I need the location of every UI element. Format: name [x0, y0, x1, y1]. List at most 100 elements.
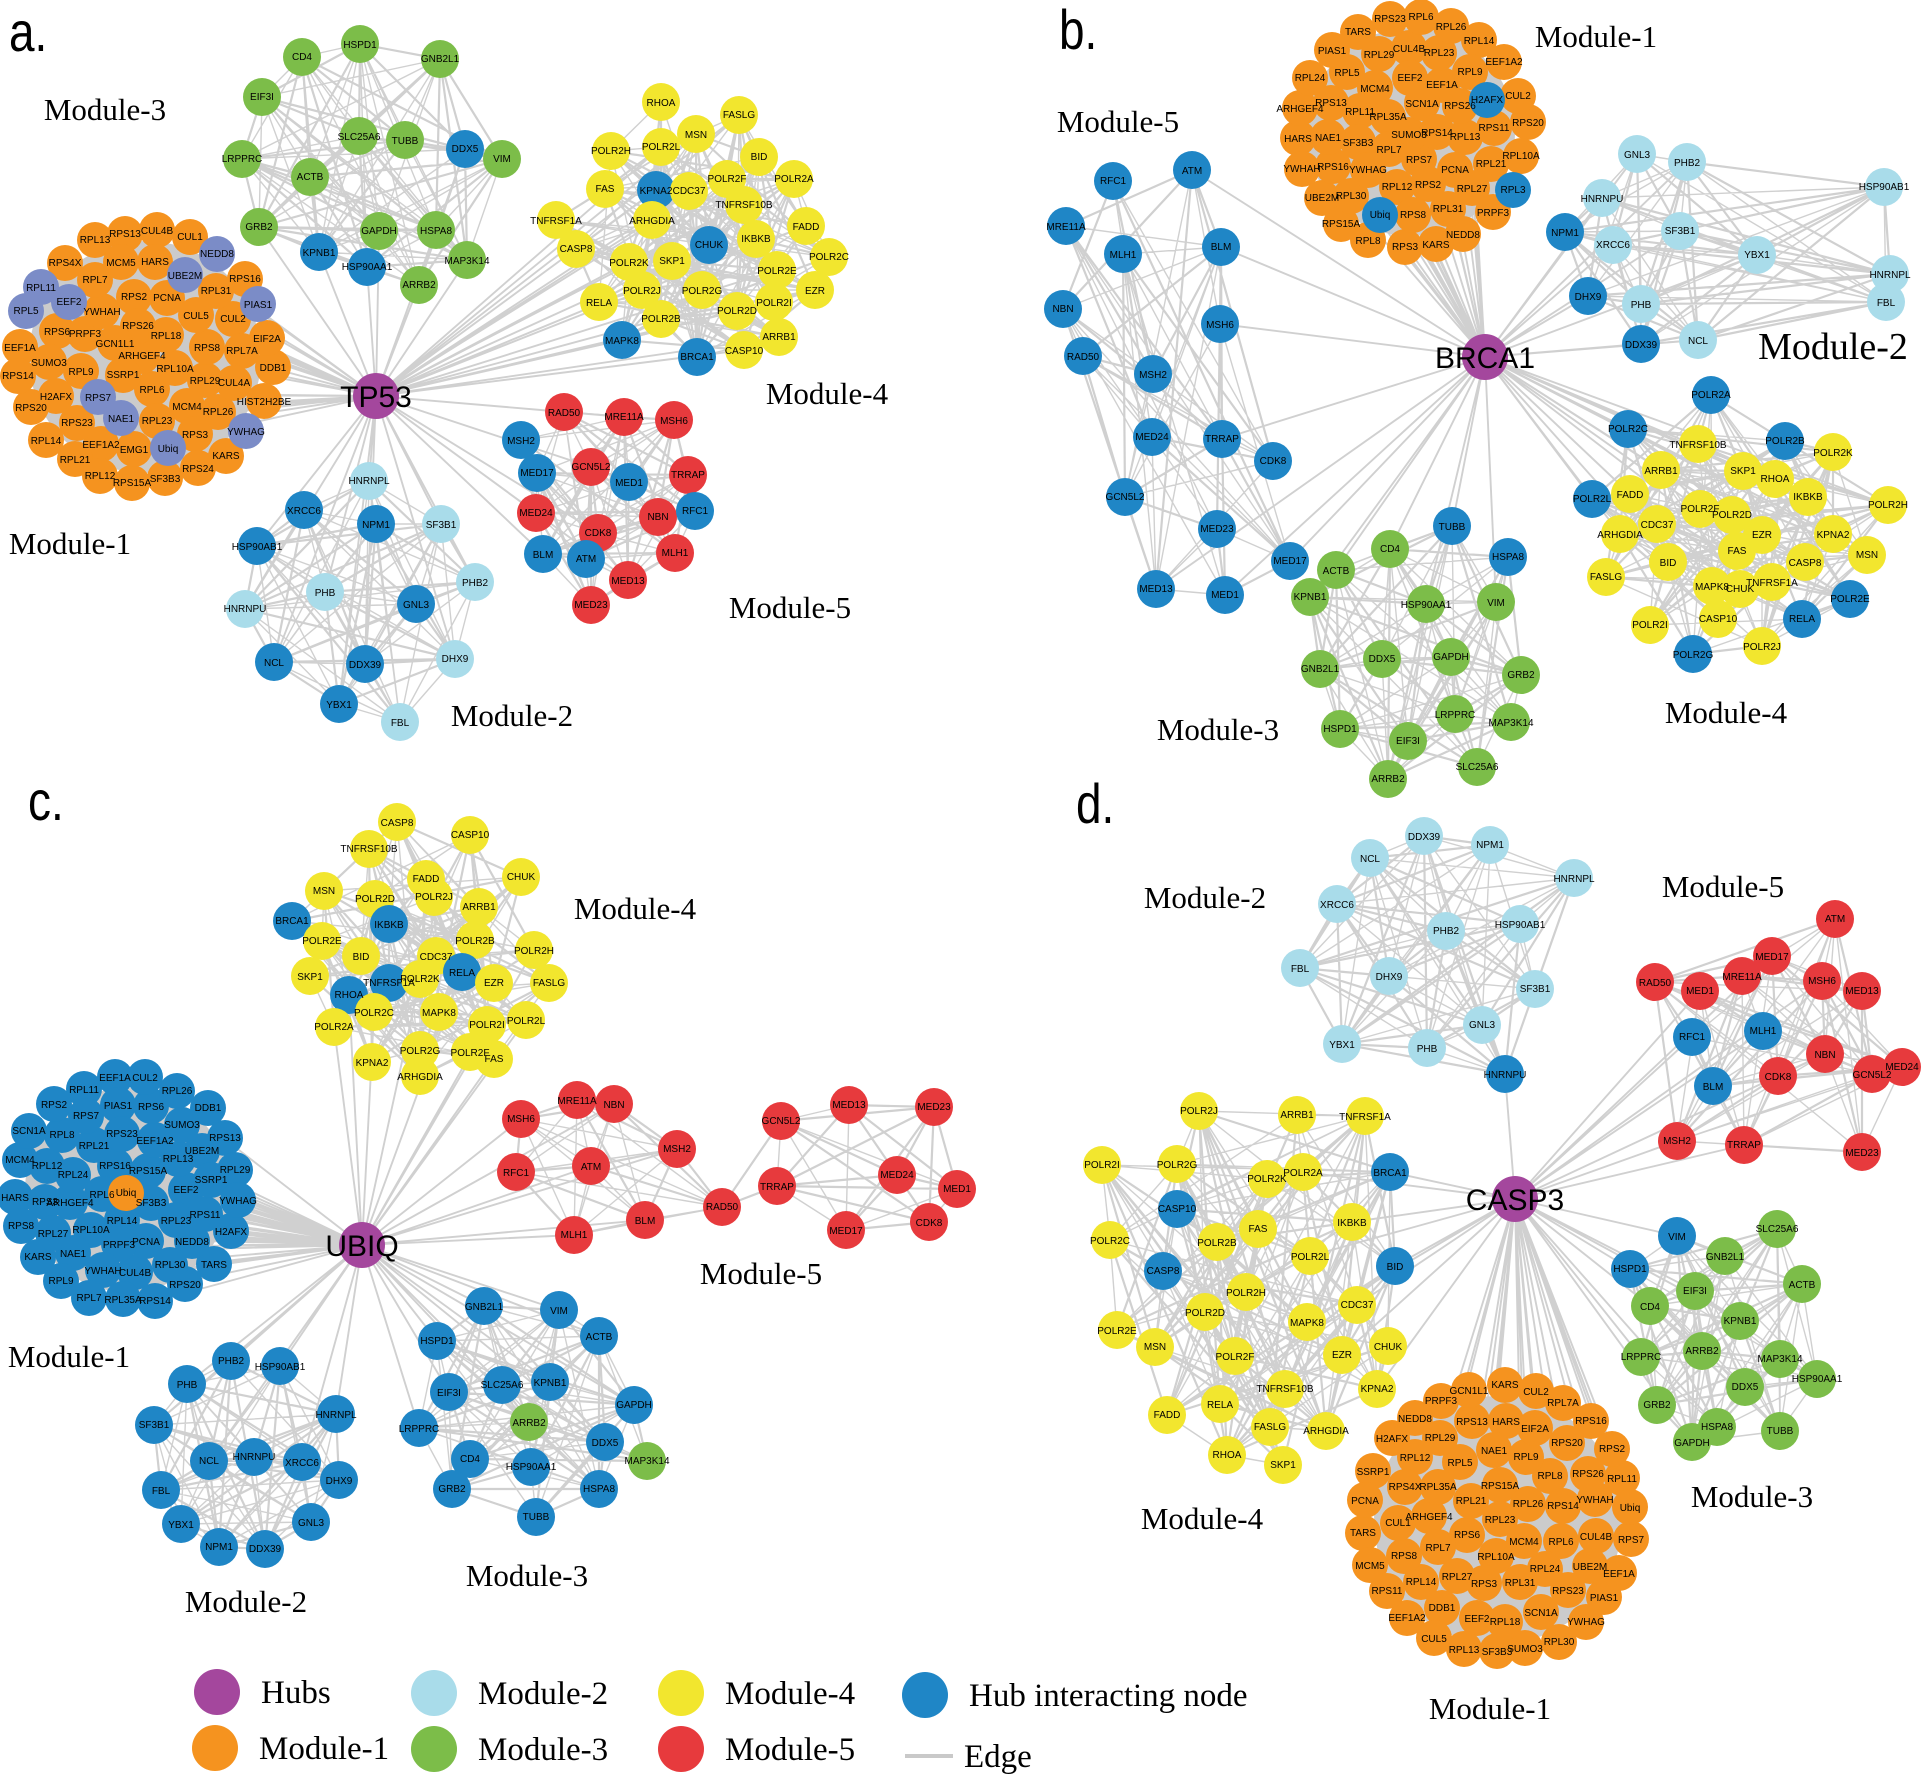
svg-text:RPL5: RPL5	[13, 306, 38, 317]
svg-text:EZR: EZR	[1332, 1350, 1352, 1361]
svg-text:RPS24: RPS24	[182, 464, 214, 475]
svg-text:MCM4: MCM4	[1360, 84, 1390, 95]
svg-text:PHB2: PHB2	[462, 578, 489, 589]
svg-text:RPS14: RPS14	[2, 371, 34, 382]
svg-text:CD4: CD4	[1380, 544, 1400, 555]
svg-text:POLR2H: POLR2H	[591, 146, 631, 157]
svg-text:RPL6: RPL6	[1408, 12, 1433, 23]
svg-text:RPL7A: RPL7A	[1547, 1398, 1579, 1409]
svg-text:ACTB: ACTB	[1789, 1280, 1816, 1291]
svg-text:RPS11: RPS11	[1479, 123, 1510, 134]
svg-text:POLR2I: POLR2I	[1632, 620, 1668, 631]
svg-text:Ubiq: Ubiq	[158, 444, 179, 455]
svg-text:HNRNPL: HNRNPL	[348, 476, 390, 487]
svg-text:SF3B1: SF3B1	[1520, 984, 1551, 995]
svg-text:RHOA: RHOA	[1213, 1450, 1242, 1461]
svg-text:RPL24: RPL24	[58, 1170, 89, 1181]
svg-text:POLR2A: POLR2A	[314, 1022, 354, 1033]
svg-text:MLH1: MLH1	[561, 1230, 588, 1241]
svg-text:Module-2: Module-2	[451, 698, 573, 733]
svg-text:GNL3: GNL3	[1469, 1020, 1496, 1031]
svg-text:ARHGEF4: ARHGEF4	[1405, 1512, 1453, 1523]
svg-text:MSH6: MSH6	[507, 1114, 535, 1125]
svg-text:EIF2A: EIF2A	[1521, 1424, 1549, 1435]
svg-text:MAP3K14: MAP3K14	[1488, 718, 1533, 729]
svg-text:BLM: BLM	[1211, 242, 1232, 253]
svg-text:RPL9: RPL9	[1513, 1452, 1538, 1463]
svg-text:GAPDH: GAPDH	[361, 226, 397, 237]
svg-text:POLR2L: POLR2L	[1291, 1252, 1330, 1263]
svg-text:HSPD1: HSPD1	[420, 1336, 454, 1347]
svg-text:RPL29: RPL29	[1425, 1433, 1456, 1444]
svg-text:RPL8: RPL8	[49, 1130, 74, 1141]
svg-text:KPNB1: KPNB1	[1724, 1316, 1757, 1327]
svg-text:POLR2D: POLR2D	[1712, 510, 1752, 521]
svg-text:PHB: PHB	[315, 588, 336, 599]
svg-text:RPL7: RPL7	[1376, 145, 1401, 156]
svg-text:SKP1: SKP1	[297, 972, 323, 983]
svg-text:MRE11A: MRE11A	[604, 412, 644, 423]
svg-text:RAD50: RAD50	[1639, 978, 1672, 989]
svg-text:CASP8: CASP8	[1147, 1266, 1180, 1277]
svg-text:POLR2F: POLR2F	[1216, 1352, 1255, 1363]
svg-text:MCM5: MCM5	[1355, 1561, 1385, 1572]
svg-text:HSP90AB1: HSP90AB1	[232, 542, 283, 553]
svg-text:EEF1A: EEF1A	[1426, 80, 1458, 91]
svg-text:POLR2C: POLR2C	[354, 1008, 394, 1019]
svg-text:CUL2: CUL2	[132, 1073, 158, 1084]
svg-text:FADD: FADD	[413, 874, 440, 885]
svg-text:NAE1: NAE1	[1481, 1446, 1508, 1457]
svg-text:UBE2M: UBE2M	[1573, 1562, 1607, 1573]
svg-text:KARS: KARS	[1422, 240, 1450, 251]
svg-text:RPS2: RPS2	[41, 1100, 68, 1111]
svg-text:TRRAP: TRRAP	[760, 1182, 794, 1193]
svg-text:BID: BID	[751, 152, 768, 163]
svg-text:NPM1: NPM1	[1476, 840, 1504, 851]
svg-text:RPL30: RPL30	[155, 1260, 186, 1271]
svg-text:RPL35A: RPL35A	[1369, 112, 1407, 123]
svg-text:BRCA1: BRCA1	[1435, 342, 1535, 375]
svg-text:RAD50: RAD50	[548, 408, 581, 419]
svg-text:SUMO3: SUMO3	[164, 1120, 200, 1131]
svg-text:H2AFX: H2AFX	[1376, 1434, 1409, 1445]
svg-text:RPS6: RPS6	[138, 1102, 165, 1113]
svg-text:SCN1A: SCN1A	[12, 1126, 46, 1137]
svg-text:RPS2: RPS2	[1415, 180, 1442, 191]
svg-text:RPL29: RPL29	[1364, 50, 1395, 61]
svg-text:HNRNPL: HNRNPL	[315, 1410, 357, 1421]
svg-text:NCL: NCL	[264, 658, 284, 669]
svg-text:UBE2M: UBE2M	[185, 1146, 219, 1157]
svg-text:UBIQ: UBIQ	[325, 1230, 398, 1263]
svg-text:RPS13: RPS13	[209, 1133, 241, 1144]
svg-text:EEF1A2: EEF1A2	[1388, 1613, 1426, 1624]
svg-text:HNRNPU: HNRNPU	[224, 604, 267, 615]
svg-text:Module-5: Module-5	[1662, 869, 1784, 904]
svg-text:CDC37: CDC37	[420, 952, 453, 963]
svg-text:ARHGDIA: ARHGDIA	[629, 216, 675, 227]
svg-text:RPL9: RPL9	[68, 367, 93, 378]
svg-text:MSN: MSN	[1144, 1342, 1166, 1353]
svg-text:MAPK8: MAPK8	[1695, 582, 1729, 593]
svg-text:CASP8: CASP8	[560, 244, 593, 255]
svg-text:KARS: KARS	[1491, 1380, 1519, 1391]
svg-text:POLR2H: POLR2H	[1226, 1288, 1266, 1299]
svg-text:BLM: BLM	[635, 1216, 656, 1227]
svg-text:RPS7: RPS7	[1618, 1535, 1645, 1546]
svg-text:CD4: CD4	[1640, 1302, 1660, 1313]
svg-text:POLR2J: POLR2J	[623, 286, 661, 297]
svg-text:MCM4: MCM4	[172, 402, 202, 413]
svg-text:KPNB1: KPNB1	[534, 1378, 567, 1389]
svg-text:EEF1A2: EEF1A2	[82, 440, 120, 451]
svg-text:POLR2E: POLR2E	[757, 266, 797, 277]
svg-text:EIF3I: EIF3I	[1396, 736, 1420, 747]
svg-text:GNL3: GNL3	[1624, 150, 1651, 161]
svg-text:SKP1: SKP1	[1730, 466, 1756, 477]
svg-text:VIM: VIM	[493, 154, 511, 165]
svg-text:MED1: MED1	[1211, 590, 1239, 601]
svg-text:RPL12: RPL12	[1382, 182, 1413, 193]
svg-text:Module-5: Module-5	[1057, 104, 1179, 139]
svg-text:YWHAG: YWHAG	[227, 427, 265, 438]
svg-text:UBE2M: UBE2M	[1305, 193, 1339, 204]
svg-text:POLR2K: POLR2K	[609, 258, 649, 269]
svg-text:DDX39: DDX39	[1408, 832, 1441, 843]
